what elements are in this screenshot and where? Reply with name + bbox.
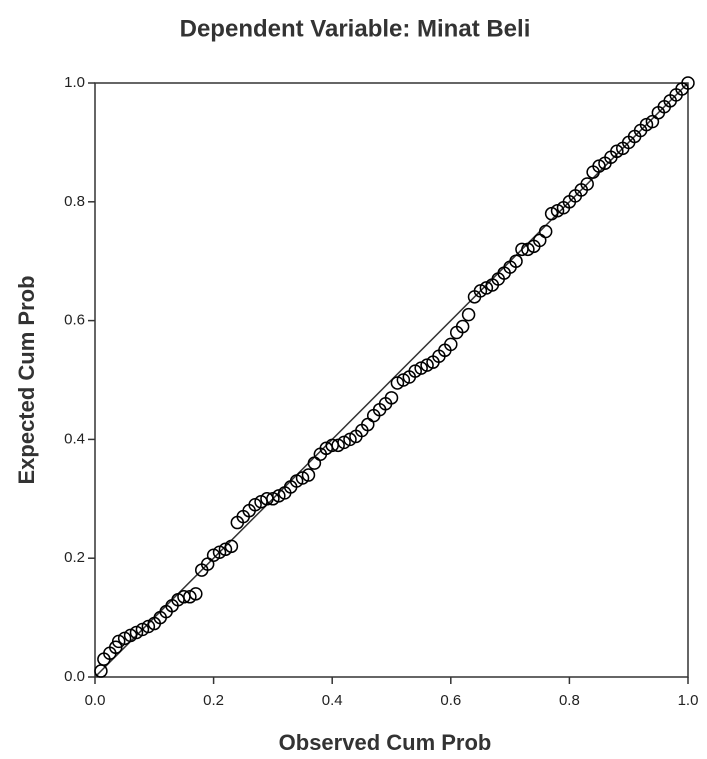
data-point	[384, 391, 399, 405]
y-axis-label: Expected Cum Prob	[14, 275, 39, 484]
data-point	[301, 468, 316, 482]
data-point	[189, 587, 203, 601]
plot-frame	[94, 82, 689, 678]
y-tick-label: 0.4	[64, 430, 85, 447]
data-point	[681, 76, 695, 90]
y-tick-label: 0.6	[64, 312, 85, 329]
data-point	[224, 539, 239, 554]
data-point	[509, 254, 523, 268]
x-tick-label: 0.2	[203, 692, 224, 709]
data-point	[455, 319, 470, 334]
y-tick-label: 0.0	[64, 668, 85, 685]
x-axis-label: Observed Cum Prob	[279, 730, 492, 755]
x-tick-label: 0.8	[559, 692, 580, 709]
y-tick-label: 1.0	[64, 74, 85, 91]
x-tick-label: 1.0	[678, 692, 699, 709]
data-point	[580, 177, 594, 191]
x-tick-label: 0.0	[85, 692, 106, 709]
x-tick-label: 0.6	[440, 692, 461, 709]
y-tick-label: 0.8	[64, 193, 85, 210]
chart-title: Dependent Variable: Minat Beli	[180, 15, 531, 42]
y-tick-label: 0.2	[64, 549, 85, 566]
data-point	[461, 307, 476, 322]
data-point	[538, 224, 553, 239]
x-tick-label: 0.4	[322, 692, 343, 709]
data-point	[444, 337, 458, 352]
data-point	[307, 456, 322, 470]
